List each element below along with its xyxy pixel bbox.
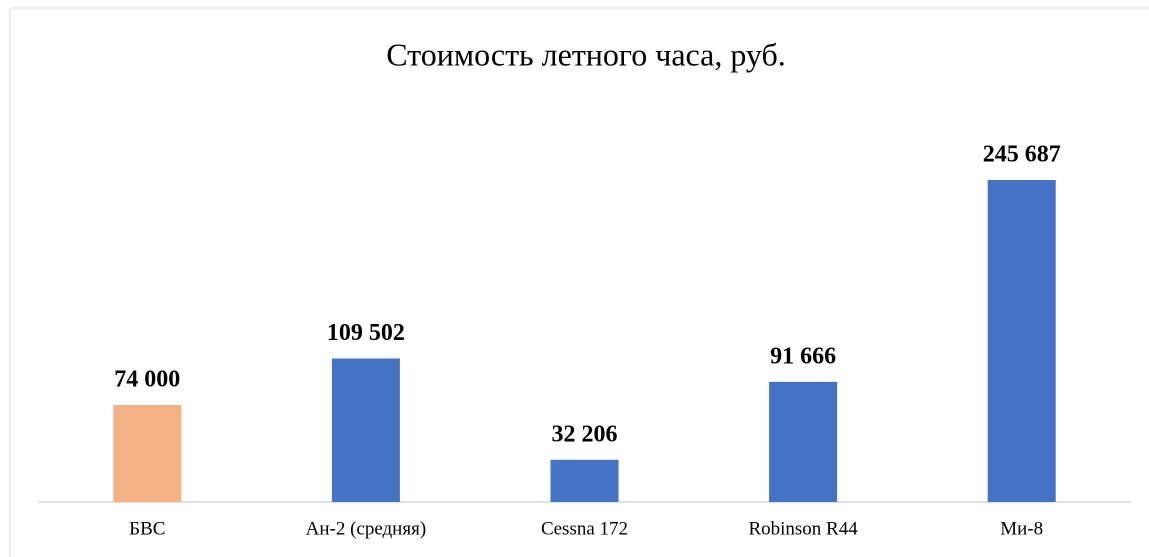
bar — [113, 405, 182, 502]
x-tick-label: Ми-8 — [1000, 518, 1043, 539]
data-label: 109 502 — [327, 320, 405, 346]
x-tick-label: Ан-2 (средняя) — [306, 518, 427, 539]
x-tick-label: БВС — [129, 518, 165, 539]
bar — [987, 180, 1056, 502]
data-label: 32 206 — [552, 421, 618, 447]
bar — [331, 358, 400, 502]
data-label: 91 666 — [770, 343, 836, 369]
x-tick-label: Robinson R44 — [748, 518, 858, 539]
x-tick-label: Cessna 172 — [541, 518, 628, 539]
bar — [550, 459, 619, 502]
data-label: 74 000 — [114, 367, 180, 393]
data-label: 245 687 — [983, 142, 1061, 168]
bar — [769, 381, 838, 502]
chart-title: Стоимость летного часа, руб. — [386, 36, 786, 72]
